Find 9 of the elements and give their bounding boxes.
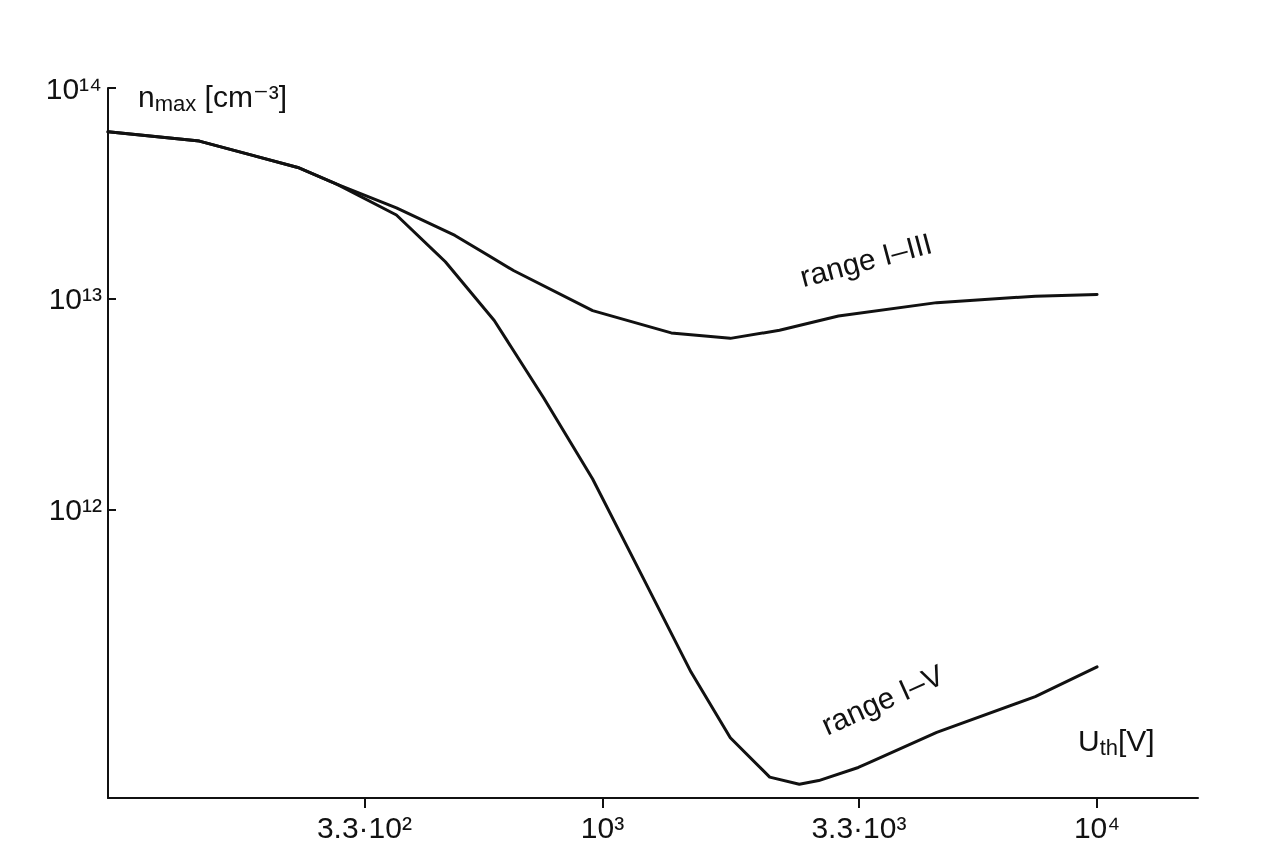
x-tick-label: 3.3·10³: [811, 810, 907, 844]
y-tick-label: 10¹²: [48, 493, 102, 527]
x-tick-label: 3.3·10²: [316, 810, 412, 844]
x-tick-label: 10³: [580, 810, 625, 844]
text: range I–III: [796, 226, 936, 294]
y-tick-label: 10¹⁴: [45, 71, 102, 105]
text: range I–V: [816, 657, 949, 742]
x-tick-label: 10⁴: [1073, 810, 1121, 844]
y-tick-label: 10¹³: [48, 282, 102, 316]
